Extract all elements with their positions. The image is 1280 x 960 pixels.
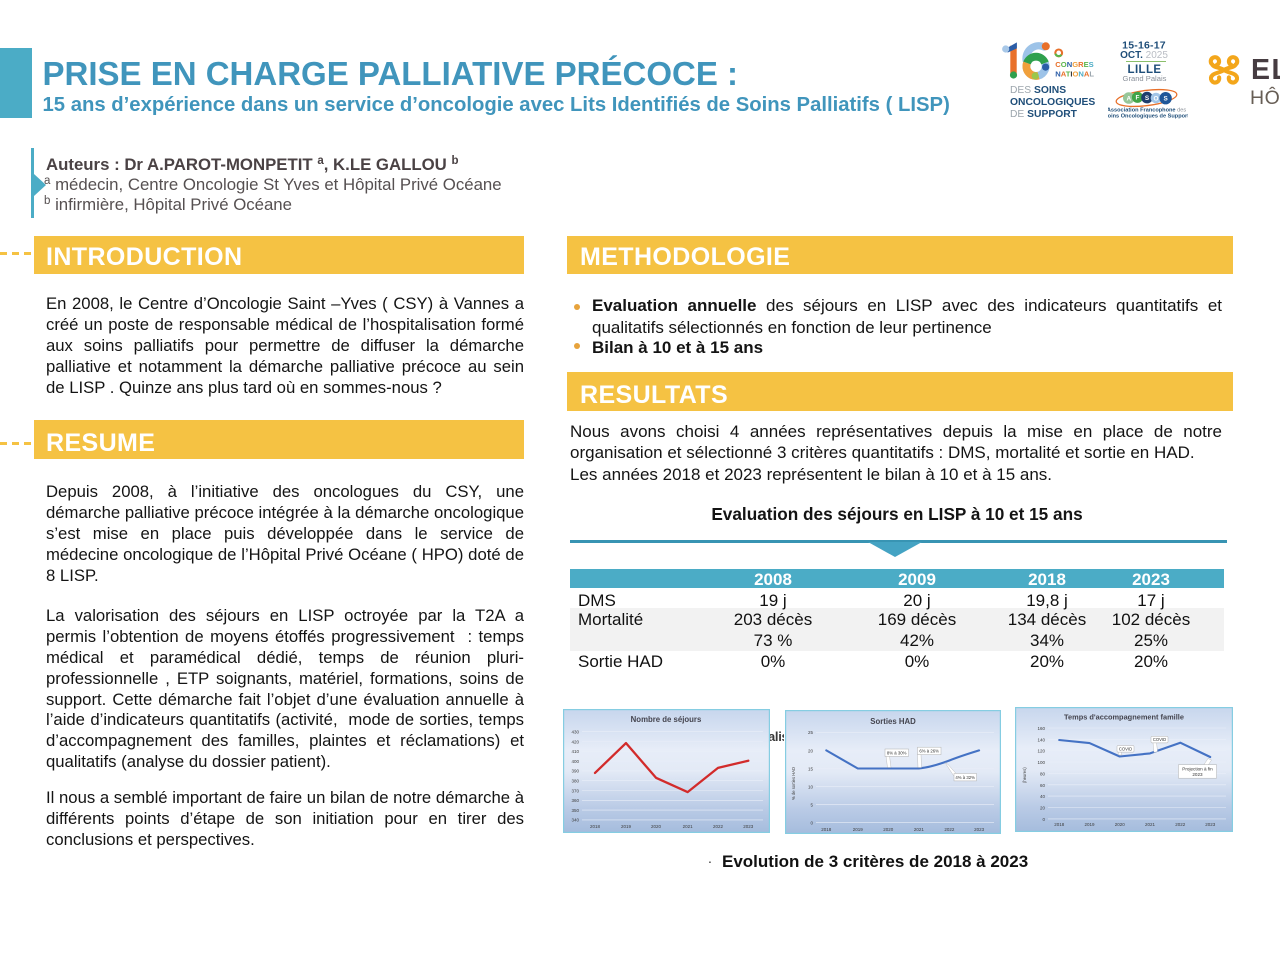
svg-text:2022: 2022 [1175, 822, 1186, 827]
svg-text:2023: 2023 [974, 827, 985, 832]
svg-text:% de sorties HAD: % de sorties HAD [791, 767, 796, 800]
svg-text:Soins Oncologiques de Support: Soins Oncologiques de Support [1108, 114, 1188, 120]
svg-text:340: 340 [571, 818, 579, 823]
svg-text:4% à 32%: 4% à 32% [955, 775, 975, 780]
svg-text:390: 390 [571, 769, 579, 774]
svg-text:8% à 30%: 8% à 30% [887, 750, 907, 755]
svg-text:DE SUPPORT: DE SUPPORT [1010, 109, 1078, 120]
svg-text:5: 5 [810, 803, 813, 808]
svg-text:0: 0 [1042, 817, 1045, 822]
svg-text:2022: 2022 [713, 824, 724, 829]
svg-text:CONGRES: CONGRES [1055, 60, 1093, 69]
svg-text:360: 360 [571, 798, 579, 803]
svg-text:ONCOLOGIQUES: ONCOLOGIQUES [1010, 97, 1095, 108]
svg-text:OCT. 2025: OCT. 2025 [1120, 50, 1168, 61]
svg-text:15-16-17: 15-16-17 [1122, 40, 1166, 52]
svg-text:420: 420 [571, 739, 579, 744]
svg-text:2020: 2020 [883, 827, 894, 832]
svg-text:410: 410 [571, 749, 579, 754]
svg-text:20: 20 [1040, 806, 1046, 811]
svg-text:25: 25 [808, 730, 814, 735]
svg-text:2022: 2022 [944, 827, 955, 832]
svg-text:Temps d'accompagnement famill: Temps d'accompagnement famille [1064, 713, 1184, 722]
svg-text:2020: 2020 [651, 824, 662, 829]
svg-text:Sorties HAD: Sorties HAD [870, 717, 916, 726]
svg-text:COVID: COVID [1153, 737, 1166, 742]
svg-text:2023: 2023 [1192, 772, 1203, 777]
svg-text:A: A [1126, 95, 1131, 102]
svg-text:160: 160 [1037, 726, 1045, 731]
svg-text:400: 400 [571, 759, 579, 764]
svg-text:(heures): (heures) [1022, 767, 1027, 783]
svg-text:2019: 2019 [621, 824, 632, 829]
svg-text:100: 100 [1037, 760, 1045, 765]
svg-text:120: 120 [1037, 749, 1045, 754]
svg-text:10: 10 [808, 785, 814, 790]
svg-text:COVID: COVID [1119, 746, 1132, 751]
svg-text:60: 60 [1040, 783, 1046, 788]
svg-text:Projection à fin: Projection à fin [1182, 766, 1213, 771]
svg-text:80: 80 [1040, 771, 1046, 776]
svg-text:370: 370 [571, 788, 579, 793]
svg-text:Association Francophone des: Association Francophone des [1108, 108, 1186, 114]
svg-text:O: O [1154, 95, 1159, 102]
svg-text:140: 140 [1037, 737, 1045, 742]
svg-text:2021: 2021 [1145, 822, 1156, 827]
svg-text:2021: 2021 [914, 827, 925, 832]
svg-text:2018: 2018 [821, 827, 832, 832]
svg-text:Nombre de séjours: Nombre de séjours [631, 715, 702, 724]
svg-text:2020: 2020 [1115, 822, 1126, 827]
svg-text:2019: 2019 [853, 827, 864, 832]
svg-text:2018: 2018 [590, 824, 601, 829]
svg-text:F: F [1136, 95, 1140, 102]
svg-text:S: S [1163, 96, 1168, 103]
svg-text:40: 40 [1040, 794, 1046, 799]
svg-text:6% à 26%: 6% à 26% [919, 749, 939, 754]
svg-text:350: 350 [571, 808, 579, 813]
svg-text:0: 0 [810, 821, 813, 826]
svg-text:430: 430 [571, 730, 579, 735]
svg-text:2019: 2019 [1084, 822, 1095, 827]
svg-text:2023: 2023 [743, 824, 754, 829]
svg-text:15: 15 [808, 766, 814, 771]
svg-text:LILLE: LILLE [1128, 64, 1162, 76]
svg-text:DES SOINS: DES SOINS [1010, 85, 1066, 96]
svg-text:2021: 2021 [683, 824, 694, 829]
svg-text:Grand Palais: Grand Palais [1123, 74, 1167, 83]
svg-text:2023: 2023 [1205, 822, 1216, 827]
svg-text:S: S [1145, 95, 1150, 102]
svg-text:20: 20 [808, 748, 814, 753]
svg-text:2018: 2018 [1054, 822, 1065, 827]
svg-text:NATIONAL: NATIONAL [1055, 69, 1094, 78]
svg-text:380: 380 [571, 779, 579, 784]
